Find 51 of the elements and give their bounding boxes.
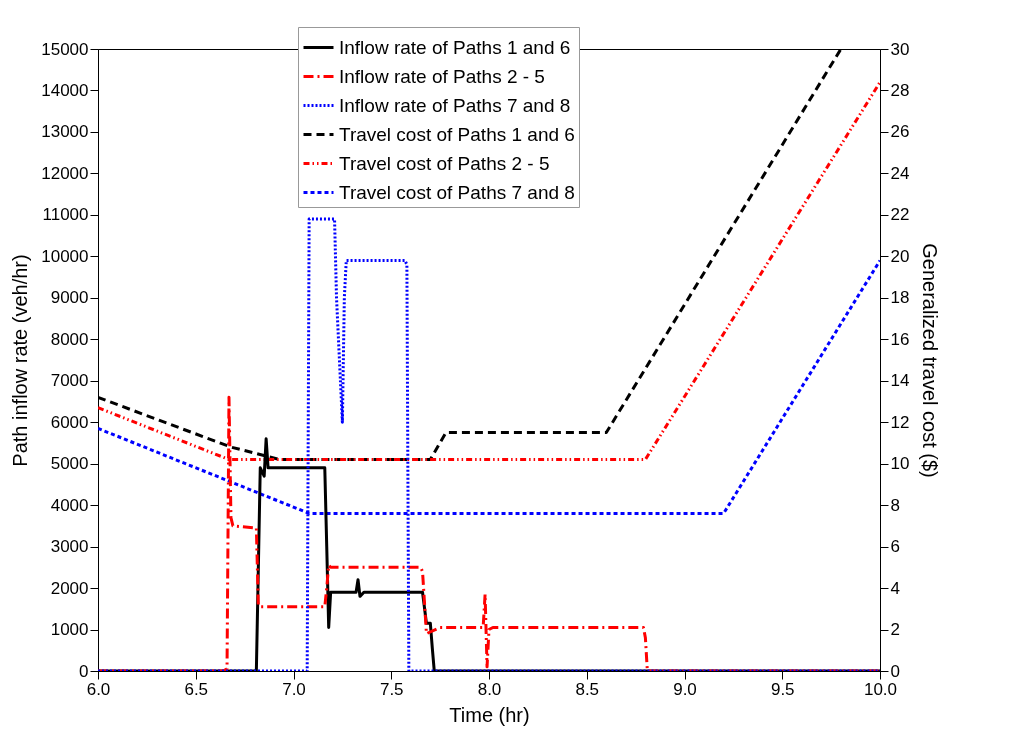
x-tick-label: 8.5: [575, 679, 600, 699]
y-tick-label: 5000: [50, 454, 89, 474]
y2-tick-label: 30: [890, 39, 910, 59]
y-tick-label: 15000: [41, 39, 89, 59]
y-tick-label: 13000: [41, 122, 89, 142]
y2-tick-label: 4: [890, 578, 900, 598]
y2-tick-label: 24: [890, 163, 910, 183]
x-axis-title: Time (hr): [449, 703, 530, 726]
y2-tick-label: 22: [890, 205, 910, 225]
y-tick-label: 7000: [50, 371, 89, 391]
y2-tick-label: 2: [890, 620, 900, 640]
x-tick-label: 7.5: [379, 679, 404, 699]
y-tick-label: 1000: [50, 620, 89, 640]
y2-tick-label: 20: [890, 246, 910, 266]
x-tick-label: 10.0: [863, 679, 898, 699]
x-tick-label: 6.0: [86, 679, 111, 699]
y2-tick-label: 8: [890, 495, 900, 515]
y2-tick-label: 10: [890, 454, 910, 474]
x-tick-label: 6.5: [184, 679, 209, 699]
y-tick-label: 10000: [41, 246, 89, 266]
x-tick-label: 9.0: [673, 679, 697, 699]
legend-label: Inflow rate of Paths 2 - 5: [339, 65, 545, 87]
y-tick-label: 4000: [50, 495, 89, 515]
y2-axis-title: Generalized travel cost ($): [919, 243, 942, 478]
y-tick-label: 12000: [41, 163, 89, 183]
x-tick-label: 7.0: [282, 679, 306, 699]
legend-label: Inflow rate of Paths 7 and 8: [339, 94, 571, 116]
y-tick-label: 9000: [50, 288, 89, 308]
y-tick-label: 2000: [50, 578, 89, 598]
legend-label: Travel cost of Paths 1 and 6: [339, 123, 575, 145]
y2-tick-label: 16: [890, 329, 910, 349]
y-tick-label: 11000: [42, 205, 89, 225]
legend-label: Travel cost of Paths 7 and 8: [339, 181, 575, 203]
y-tick-label: 6000: [50, 412, 89, 432]
y2-tick-label: 14: [890, 371, 910, 391]
y2-tick-label: 28: [890, 80, 910, 100]
y2-tick-label: 26: [890, 122, 910, 142]
y2-tick-label: 12: [890, 412, 910, 432]
x-tick-label: 9.5: [770, 679, 795, 699]
y-tick-label: 0: [79, 661, 89, 681]
x-tick-label: 8.0: [477, 679, 502, 699]
line-series: [98, 217, 880, 671]
legend-label: Inflow rate of Paths 1 and 6: [339, 36, 571, 58]
y-axis-title: Path inflow rate (veh/hr): [9, 254, 32, 467]
y-tick-label: 14000: [41, 80, 89, 100]
y2-tick-label: 0: [890, 661, 900, 681]
y-tick-label: 8000: [50, 329, 89, 349]
y-tick-label: 3000: [50, 537, 89, 557]
y2-tick-label: 6: [890, 537, 900, 557]
y2-tick-label: 18: [890, 288, 910, 308]
legend-label: Travel cost of Paths 2 - 5: [339, 152, 550, 174]
